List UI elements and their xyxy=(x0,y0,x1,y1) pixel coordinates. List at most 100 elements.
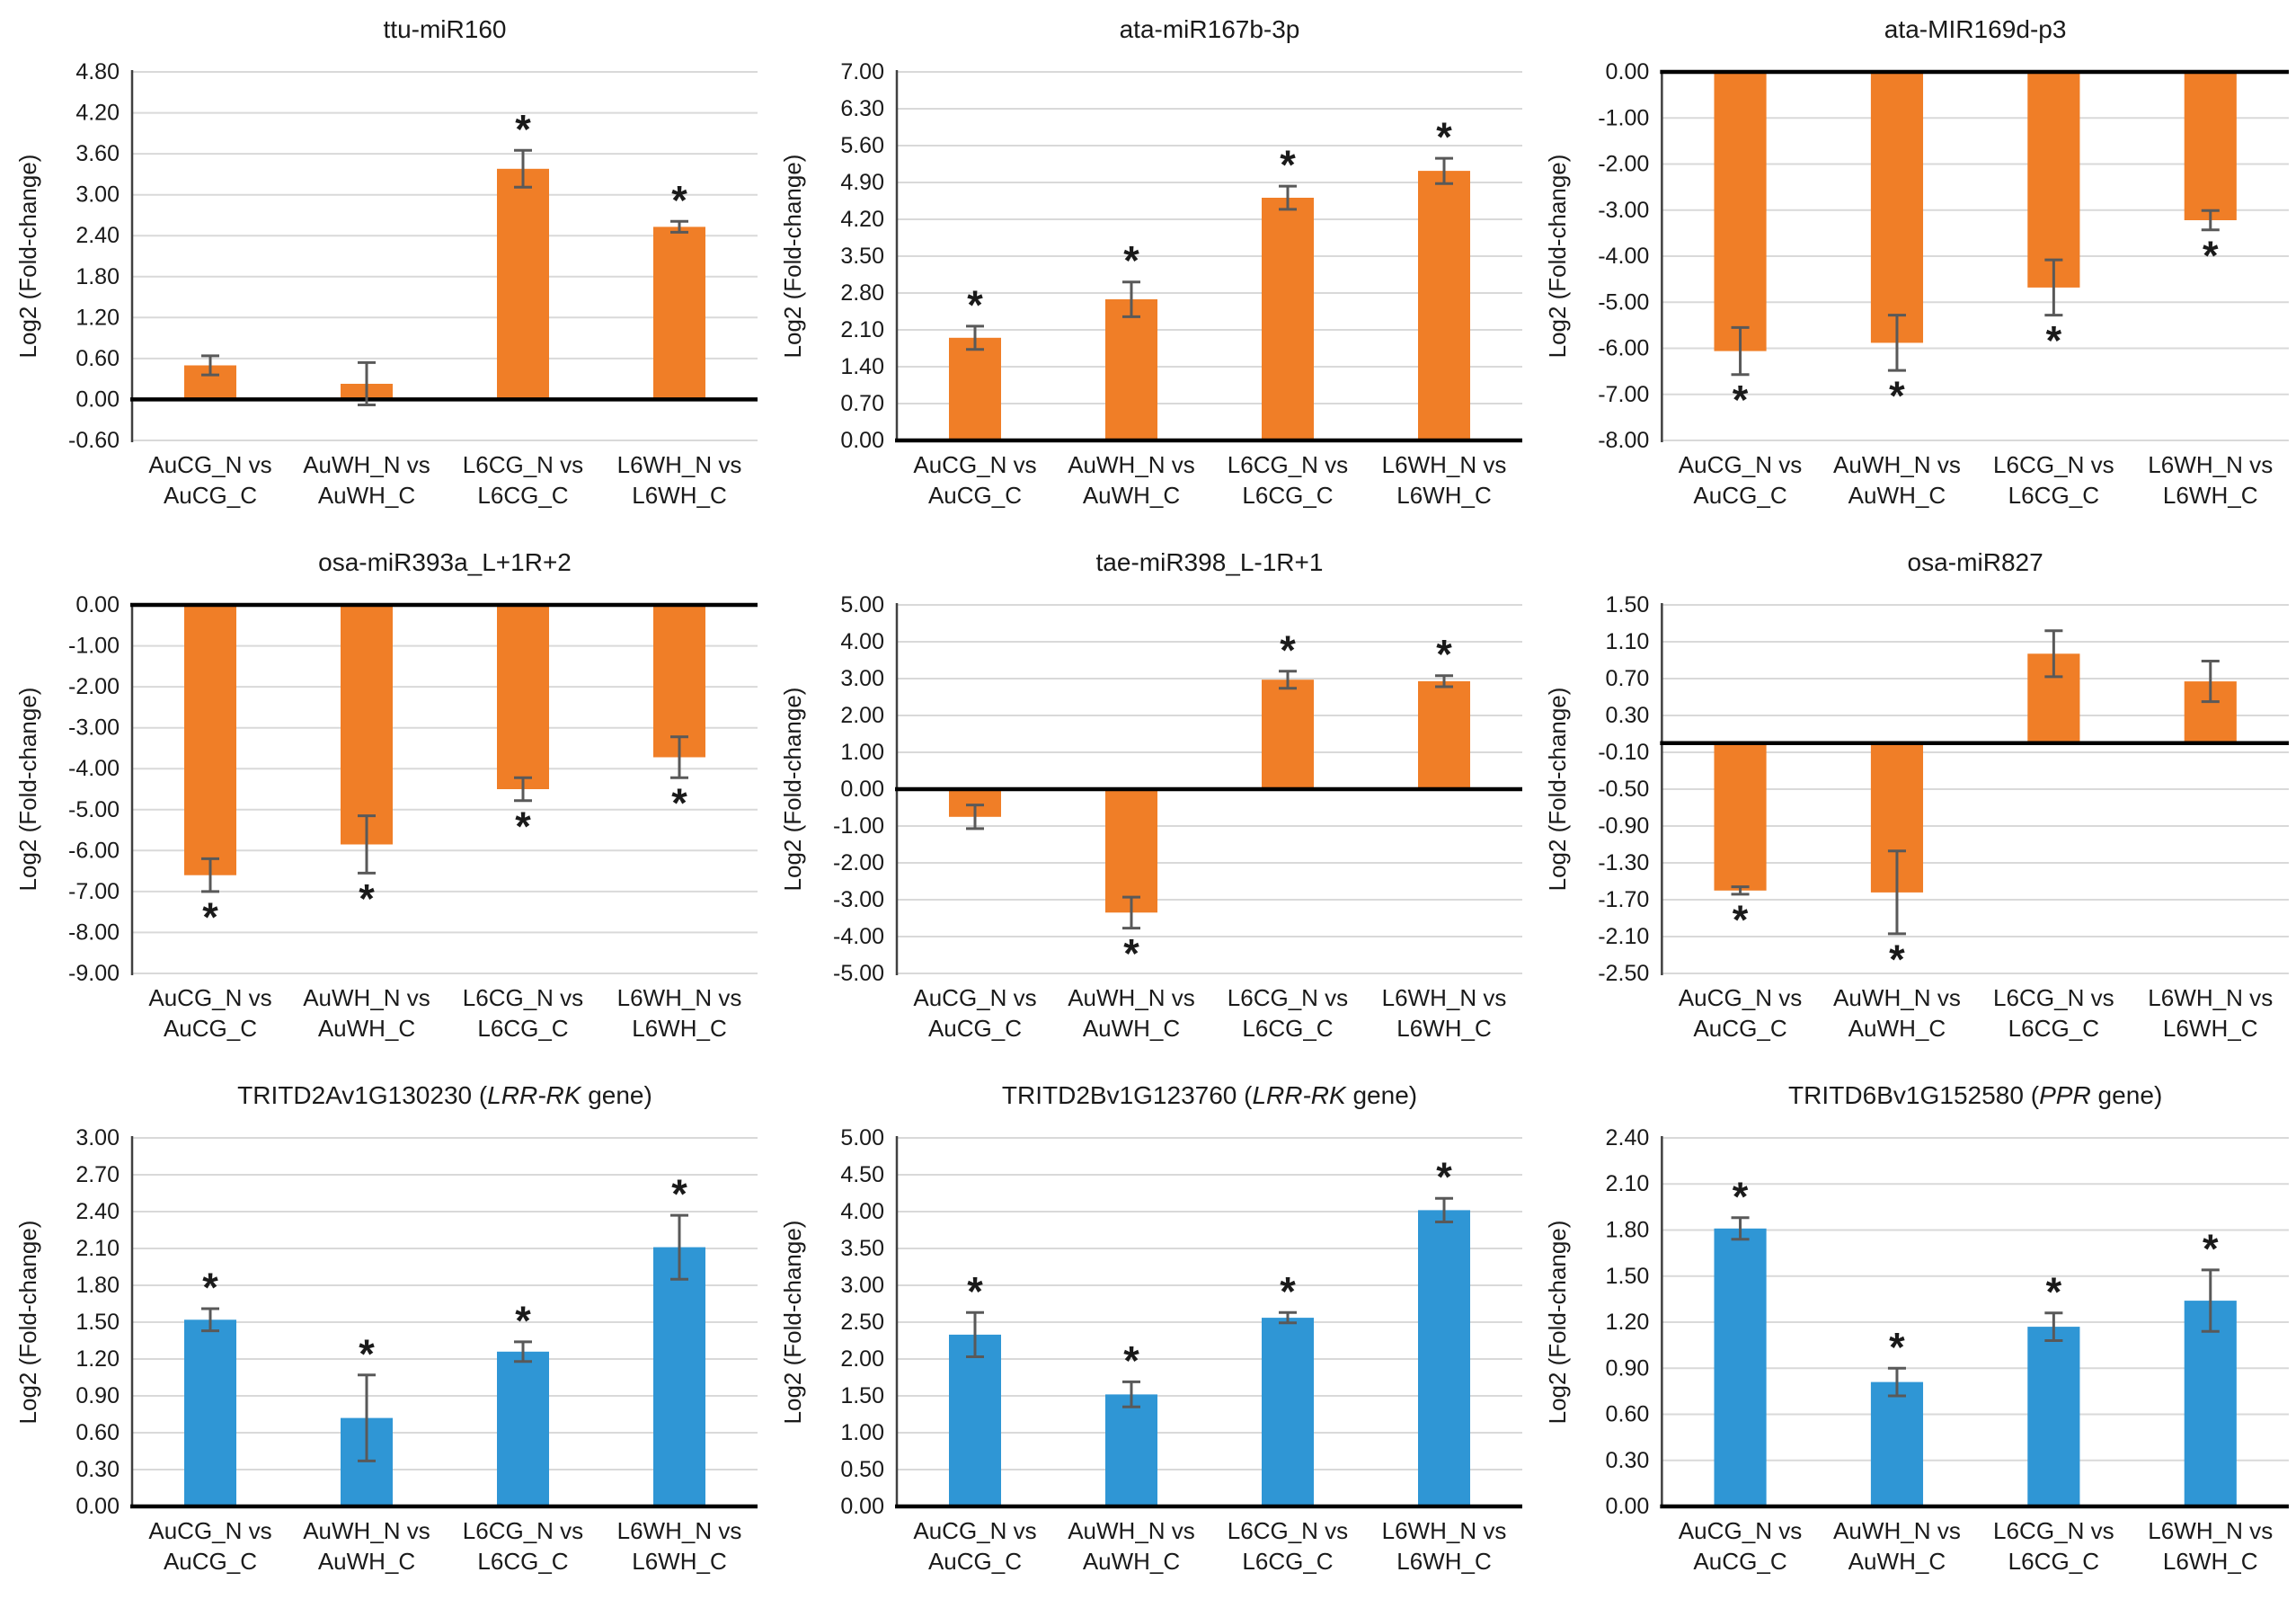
y-axis-tick-label: 7.00 xyxy=(840,59,884,84)
x-axis-label: L6WH_C xyxy=(1396,1548,1491,1575)
x-axis-label: L6WH_N vs xyxy=(2148,1517,2273,1544)
y-axis-tick-label: 2.80 xyxy=(840,280,884,306)
y-axis-tick-label: 1.20 xyxy=(75,305,120,330)
bar xyxy=(341,605,393,845)
y-axis-tick-label: 1.00 xyxy=(840,740,884,765)
y-axis-tick-label: -5.00 xyxy=(68,797,120,822)
bar xyxy=(949,337,1001,440)
error-bar xyxy=(1731,325,1750,377)
x-axis-label: L6CG_C xyxy=(477,1548,568,1575)
significance-star: * xyxy=(1280,142,1296,188)
chart-panel-ttu-miR160: 4.80 4.20 3.60 3.00 2.40 1.80 1.20 0.60 0.00 -0.6… xyxy=(14,15,758,509)
significance-star: * xyxy=(1436,632,1452,678)
bar xyxy=(653,227,705,400)
y-axis-tick-label: -0.90 xyxy=(1598,813,1649,839)
y-axis-tick-label: 2.40 xyxy=(75,1199,120,1224)
bar xyxy=(949,1334,1001,1506)
significance-star: * xyxy=(359,875,375,921)
error-bar xyxy=(1279,670,1297,690)
y-axis-title: Log2 (Fold-change) xyxy=(1544,688,1571,892)
error-bar xyxy=(201,857,219,893)
y-axis-tick-label: 4.20 xyxy=(840,207,884,232)
error-bar xyxy=(201,354,219,377)
error-bar xyxy=(1122,1380,1140,1408)
y-axis-tick-label: 1.50 xyxy=(840,1383,884,1408)
chart-title: ttu-miR160 xyxy=(384,15,507,43)
error-bar xyxy=(670,735,688,779)
error-bar xyxy=(2201,209,2220,232)
bar xyxy=(1105,299,1157,440)
y-axis-title: Log2 (Fold-change) xyxy=(779,1221,806,1425)
significance-star: * xyxy=(671,177,687,223)
x-axis-label: AuCG_N vs xyxy=(1679,451,1803,478)
chart-title: tae-miR398_L-1R+1 xyxy=(1096,548,1324,576)
error-bar xyxy=(358,814,376,875)
significance-star: * xyxy=(1280,627,1296,673)
x-axis-label: L6CG_C xyxy=(477,1015,568,1042)
y-axis-tick-label: 3.00 xyxy=(75,1125,120,1150)
y-axis-tick-label: -2.00 xyxy=(68,674,120,699)
chart-title: ata-MIR169d-p3 xyxy=(1884,15,2067,43)
significance-star: * xyxy=(2046,318,2062,364)
y-axis-tick-label: 0.60 xyxy=(75,1420,120,1445)
y-axis-tick-label: 3.50 xyxy=(840,244,884,269)
y-axis-tick-label: 4.50 xyxy=(840,1162,884,1187)
chart-panel-TRITD6Bv1G152580: 2.40 2.10 1.80 1.50 1.20 0.90 0.60 0.30 0.00 * * * *… xyxy=(1544,1081,2289,1575)
x-axis-label: AuWH_C xyxy=(318,482,415,509)
y-axis-tick-label: 0.00 xyxy=(75,1494,120,1519)
significance-star: * xyxy=(967,282,983,328)
significance-star: * xyxy=(2203,1226,2219,1272)
y-axis-tick-label: 3.00 xyxy=(840,1273,884,1298)
y-axis-tick-label: 5.00 xyxy=(840,1125,884,1150)
y-axis-tick-label: -1.00 xyxy=(833,813,884,839)
y-axis-tick-label: 2.40 xyxy=(1606,1125,1650,1150)
y-axis-tick-label: -1.00 xyxy=(1598,105,1649,130)
y-axis-tick-label: 0.70 xyxy=(1606,666,1650,691)
y-axis-tick-label: 2.10 xyxy=(840,317,884,342)
y-axis-tick-label: 1.80 xyxy=(75,1273,120,1298)
error-bar xyxy=(2044,629,2063,679)
bar xyxy=(653,1247,705,1506)
chart-title: osa-miR827 xyxy=(1908,548,2043,576)
x-axis-label: L6CG_N vs xyxy=(463,1517,583,1544)
x-axis-label: AuWH_C xyxy=(1083,1015,1180,1042)
error-bar xyxy=(358,360,376,406)
chart-title: TRITD2Bv1G123760 (LRR-RK gene) xyxy=(1002,1081,1417,1109)
y-axis-tick-label: 2.00 xyxy=(840,1346,884,1372)
y-axis-tick-label: -7.00 xyxy=(1598,382,1649,407)
y-axis-tick-label: 1.20 xyxy=(1606,1310,1650,1335)
x-axis-label: AuWH_C xyxy=(1848,1548,1946,1575)
x-axis-label: L6WH_N vs xyxy=(1382,1517,1507,1544)
significance-star: * xyxy=(1889,937,1905,982)
x-axis-label: AuWH_C xyxy=(318,1548,415,1575)
x-axis-label: AuWH_C xyxy=(1083,482,1180,509)
error-bar xyxy=(514,1340,532,1364)
significance-star: * xyxy=(202,1265,218,1310)
x-axis-label: AuWH_N vs xyxy=(303,451,430,478)
error-bar xyxy=(966,1310,984,1358)
significance-star: * xyxy=(1733,1174,1749,1220)
x-axis-label: L6WH_N vs xyxy=(2148,451,2273,478)
y-axis-tick-label: 0.00 xyxy=(1606,59,1650,84)
y-axis-tick-label: 0.60 xyxy=(75,346,120,371)
significance-star: * xyxy=(515,804,531,849)
y-axis-tick-label: 0.30 xyxy=(75,1457,120,1482)
bar xyxy=(497,605,549,789)
y-axis-tick-label: -1.30 xyxy=(1598,850,1649,875)
x-axis-label: L6WH_N vs xyxy=(617,1517,742,1544)
y-axis-tick-label: 0.30 xyxy=(1606,703,1650,728)
bar xyxy=(497,1351,549,1506)
y-axis-tick-label: 1.50 xyxy=(1606,1264,1650,1289)
x-axis-label: L6CG_N vs xyxy=(1993,1517,2114,1544)
significance-star: * xyxy=(1436,1154,1452,1200)
x-axis-label: L6CG_N vs xyxy=(463,451,583,478)
x-axis-label: AuWH_N vs xyxy=(1833,984,1961,1011)
significance-star: * xyxy=(1733,897,1749,943)
error-bar xyxy=(1279,184,1297,211)
chart-cell-1: 4.80 4.20 3.60 3.00 2.40 1.80 1.20 0.60 0.00 -0.6… xyxy=(0,0,765,533)
x-axis-label: L6CG_C xyxy=(2008,482,2099,509)
y-axis-tick-label: 5.60 xyxy=(840,133,884,158)
x-axis-label: AuWH_N vs xyxy=(303,1517,430,1544)
significance-star: * xyxy=(2203,233,2219,279)
y-axis-tick-label: 0.30 xyxy=(1606,1448,1650,1473)
